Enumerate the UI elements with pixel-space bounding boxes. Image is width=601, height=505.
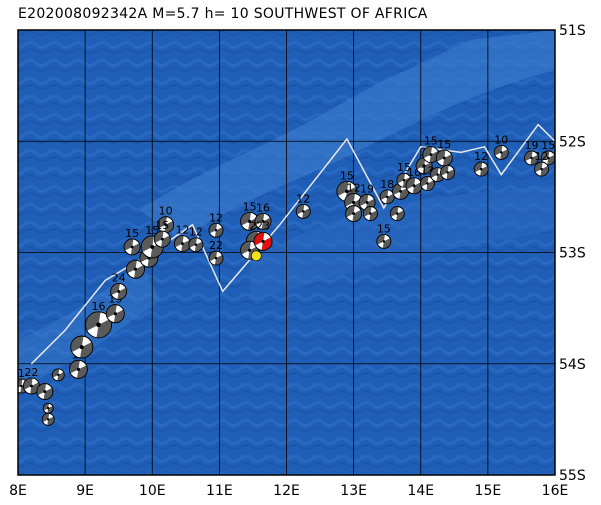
event-beachball	[534, 161, 549, 177]
lat-tick-label: 55S	[559, 468, 586, 484]
event-depth-label: 15	[125, 227, 139, 240]
main-event-beachball	[253, 231, 273, 251]
lon-tick-label: 9E	[76, 483, 94, 499]
axis-tick-labels: 8E 9E 10E 11E 12E 13E 14E 15E 16E 51S 52S 53S 54S 55S	[9, 23, 586, 499]
event-depth-label: 22	[24, 366, 38, 379]
event-depth-label: 15	[145, 224, 159, 237]
event-beachball	[254, 212, 272, 230]
event-beachball	[126, 259, 145, 279]
lon-tick-label: 11E	[206, 483, 233, 499]
event-beachball	[36, 383, 54, 400]
event-depth-label: 24	[112, 271, 126, 284]
main-event: 23	[250, 219, 273, 262]
lon-tick-label: 15E	[475, 483, 502, 499]
event-beachball	[188, 237, 204, 253]
event-beachball	[41, 412, 55, 426]
lon-tick-label: 13E	[340, 483, 367, 499]
event-beachball	[405, 177, 423, 195]
bathymetry-ridge-3	[250, 185, 555, 300]
event-depth-label: 12	[296, 192, 310, 205]
event-depth-label: 12	[347, 181, 361, 194]
lon-tick-label: 14E	[407, 483, 434, 499]
event-beachball	[85, 311, 112, 339]
event-beachball	[524, 150, 539, 166]
lon-tick-label: 10E	[139, 483, 166, 499]
event-beachball	[473, 161, 489, 177]
event-depth-label: 1	[18, 367, 25, 380]
event-beachball	[345, 205, 363, 222]
event-beachball	[363, 206, 378, 221]
lat-tick-label: 52S	[559, 134, 586, 150]
event-beachball	[70, 335, 94, 359]
lat-tick-label: 53S	[559, 246, 586, 262]
map-frame	[17, 29, 556, 476]
event-depth-label: 15	[541, 139, 555, 152]
event-depth-label: 15	[377, 222, 391, 235]
event-depth-label: 12	[474, 150, 488, 163]
lon-tick-label: 16E	[542, 483, 569, 499]
event-depth-label: 18	[380, 178, 394, 191]
event-depth-label: 10	[494, 133, 508, 146]
event-depth-label: 15	[437, 138, 451, 151]
event-depth-label: 10	[159, 205, 173, 218]
map-title: E202008092342A M=5.7 h= 10 SOUTHWEST OF …	[18, 6, 428, 22]
plate-boundary	[30, 123, 555, 365]
event-beachball	[69, 359, 88, 379]
event-beachball	[379, 189, 395, 205]
bathymetry-ridge-1	[140, 30, 555, 240]
event-beachball	[110, 283, 128, 300]
event-beachball	[540, 150, 555, 166]
event-depth-label: 16	[256, 201, 270, 214]
event-depth-label: 19	[360, 182, 374, 195]
event-depth-label: 12	[209, 211, 223, 224]
event-beachball	[105, 304, 125, 324]
event-beachball	[376, 233, 392, 249]
event-beachball	[389, 206, 405, 221]
event-depth-label: 15	[243, 200, 257, 213]
event-depth-label: 16	[92, 300, 106, 313]
event-depth-label: 15	[397, 161, 411, 174]
main-event-depth-label: 23	[256, 219, 270, 232]
lon-tick-label: 8E	[9, 483, 27, 499]
event-depth-label: 15	[340, 169, 354, 182]
event-depth-label: 22	[209, 239, 223, 252]
event-depth-label: 12	[535, 150, 549, 163]
event-beachball	[157, 216, 175, 234]
event-depth-label: 15	[155, 219, 169, 232]
event-beachball	[435, 149, 453, 167]
event-beachball	[440, 164, 456, 180]
event-depth-label: 12	[189, 226, 203, 239]
event-beachball	[420, 176, 435, 191]
event-depth-label: 12	[175, 224, 189, 237]
event-beachball	[153, 230, 171, 248]
event-beachball	[493, 144, 509, 160]
epicenter-marker	[250, 250, 262, 262]
event-beachball	[295, 203, 311, 219]
lat-tick-label: 51S	[559, 23, 586, 39]
lon-tick-label: 12E	[273, 483, 300, 499]
earthquake-events: 1221516152415151015121212221524161215121…	[18, 133, 555, 426]
event-depth-label: 19	[525, 139, 539, 152]
event-beachball	[208, 250, 224, 266]
event-beachball	[174, 235, 191, 253]
event-beachball	[208, 222, 224, 238]
event-beachball	[51, 368, 65, 382]
lat-tick-label: 54S	[559, 357, 586, 373]
event-beachball	[42, 402, 54, 414]
event-beachball	[123, 238, 141, 256]
event-depth-label: 15	[424, 135, 438, 148]
